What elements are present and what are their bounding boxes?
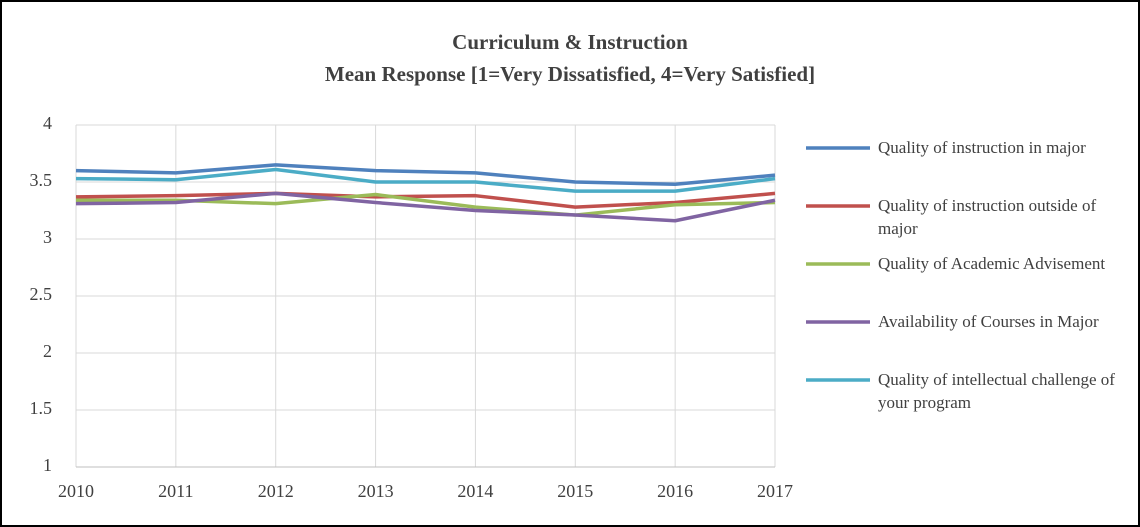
x-tick-label: 2013 xyxy=(358,481,394,501)
x-tick-label: 2011 xyxy=(158,481,193,501)
chart-title: Curriculum & Instruction xyxy=(452,30,688,54)
y-tick-label: 1.5 xyxy=(30,398,53,418)
y-tick-label: 2 xyxy=(43,341,52,361)
y-tick-label: 1 xyxy=(43,455,52,475)
x-tick-label: 2017 xyxy=(757,481,793,501)
x-tick-label: 2015 xyxy=(557,481,593,501)
y-tick-label: 2.5 xyxy=(30,284,53,304)
x-tick-label: 2016 xyxy=(657,481,693,501)
x-tick-label: 2014 xyxy=(457,481,493,501)
series-line xyxy=(75,163,776,187)
legend-label: Quality of Academic Advisement xyxy=(878,254,1106,273)
series-line xyxy=(75,167,776,193)
legend-label: Availability of Courses in Major xyxy=(878,312,1099,331)
y-tick-label: 4 xyxy=(43,113,52,133)
legend-label: Quality of intellectual challenge of you… xyxy=(878,370,1115,412)
x-tick-label: 2010 xyxy=(58,481,94,501)
legend-label: Quality of instruction outside of major xyxy=(878,196,1097,238)
y-tick-label: 3.5 xyxy=(30,170,53,190)
legend-label: Quality of instruction in major xyxy=(878,138,1086,157)
chart-subtitle: Mean Response [1=Very Dissatisfied, 4=Ve… xyxy=(325,62,815,86)
y-tick-label: 3 xyxy=(43,227,52,247)
series-line xyxy=(75,191,776,209)
series-line xyxy=(75,191,776,223)
x-tick-label: 2012 xyxy=(258,481,294,501)
